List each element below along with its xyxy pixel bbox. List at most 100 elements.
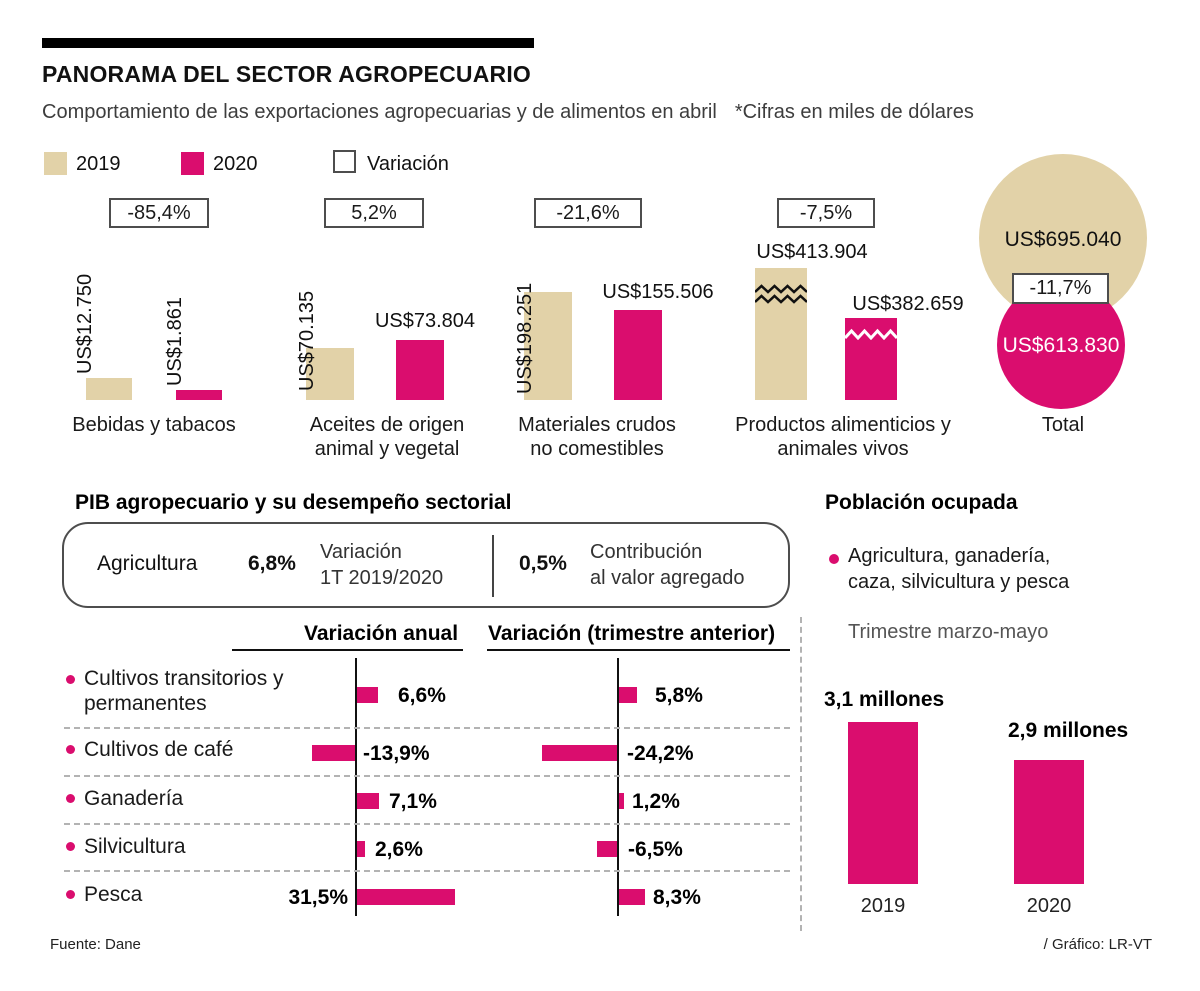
bar-2020-productos — [845, 318, 897, 400]
pib-axis-quarter — [617, 658, 619, 916]
pib-highlight-value-2: 0,5% — [519, 552, 567, 575]
row-divider — [64, 727, 790, 729]
units-note: *Cifras en miles de dólares — [734, 101, 974, 123]
bullet-icon — [829, 554, 839, 564]
population-year-2019: 2019 — [860, 895, 906, 917]
section-divider — [800, 617, 802, 931]
bullet-icon — [66, 842, 75, 851]
bar-2019-productos — [755, 268, 807, 400]
pib-bar-quarter-ganaderia — [619, 793, 624, 809]
legend-swatch-variation — [333, 150, 356, 173]
legend-label-variation: Variación — [367, 153, 449, 175]
legend-label-2020: 2020 — [213, 153, 258, 175]
row-divider — [64, 870, 790, 872]
pib-highlight-desc-1: Variación 1T 2019/2020 — [320, 541, 444, 589]
graphic-credit: / Gráfico: LR-VT — [1043, 936, 1152, 953]
pib-row-label-silvicultura: Silvicultura — [84, 835, 186, 858]
legend-swatch-2019 — [44, 152, 67, 175]
pib-axis-annual — [355, 658, 357, 916]
pib-highlight-desc-2: Contribución al valor agregado — [590, 541, 745, 589]
pib-value-annual-cafe: -13,9% — [363, 742, 430, 765]
bullet-icon — [66, 890, 75, 899]
pib-highlight-divider — [492, 535, 494, 597]
total-value-2019: US$695.040 — [1004, 228, 1122, 251]
pib-bar-annual-cultivos-transitorios — [357, 687, 378, 703]
pib-col-header-annual: Variación anual — [304, 622, 459, 645]
pib-value-annual-silvicultura: 2,6% — [375, 838, 423, 861]
category-label-bebidas: Bebidas y tabacos — [72, 414, 236, 436]
pib-bar-quarter-silvicultura — [597, 841, 617, 857]
pib-row-label-pesca: Pesca — [84, 883, 143, 906]
row-divider — [64, 823, 790, 825]
variation-box-productos: -7,5% — [777, 198, 875, 228]
pib-value-annual-pesca: 31,5% — [288, 886, 348, 909]
pib-value-quarter-pesca: 8,3% — [653, 886, 701, 909]
value-2019-bebidas: US$12.750 — [74, 273, 96, 374]
pib-bar-annual-cafe — [312, 745, 355, 761]
pib-row-label-cultivos-transitorios: Cultivos transitorios y permanentes — [84, 667, 284, 715]
bullet-icon — [66, 675, 75, 684]
category-label-total: Total — [1041, 414, 1085, 436]
pib-bar-quarter-cultivos-transitorios — [619, 687, 637, 703]
axis-break-zigzag-icon — [845, 328, 897, 340]
population-section-title: Población ocupada — [825, 491, 1018, 514]
pib-bar-quarter-cafe — [542, 745, 617, 761]
source-credit: Fuente: Dane — [50, 936, 141, 953]
population-value-2020: 2,9 millones — [1008, 719, 1129, 742]
axis-break-zigzag-icon — [755, 284, 807, 304]
page-title: PANORAMA DEL SECTOR AGROPECUARIO — [42, 61, 532, 87]
pib-col-header-annual-rule — [232, 649, 463, 651]
pib-highlight-box: Agricultura 6,8% Variación 1T 2019/2020 … — [62, 522, 790, 608]
bar-2020-aceites — [396, 340, 444, 400]
total-value-2020: US$613.830 — [1002, 334, 1120, 357]
population-legend: Agricultura, ganadería, caza, silvicultu… — [848, 545, 1070, 593]
pib-row-label-ganaderia: Ganadería — [84, 787, 184, 810]
variation-box-aceites: 5,2% — [324, 198, 424, 228]
legend-swatch-2020 — [181, 152, 204, 175]
pib-col-header-quarter-rule — [487, 649, 790, 651]
pib-value-annual-ganaderia: 7,1% — [389, 790, 437, 813]
pib-value-quarter-ganaderia: 1,2% — [632, 790, 680, 813]
pib-highlight-sector: Agricultura — [97, 552, 198, 575]
bullet-icon — [66, 794, 75, 803]
bar-2020-materiales — [614, 310, 662, 400]
subtitle: Comportamiento de las exportaciones agro… — [42, 101, 717, 123]
subtitle-row: Comportamiento de las exportaciones agro… — [42, 101, 974, 124]
pib-value-quarter-silvicultura: -6,5% — [628, 838, 683, 861]
value-2019-productos: US$413.904 — [756, 241, 868, 263]
value-2020-bebidas: US$1.861 — [164, 297, 186, 386]
pib-bar-annual-ganaderia — [357, 793, 379, 809]
bar-2020-bebidas — [176, 390, 222, 400]
bullet-icon — [66, 745, 75, 754]
total-variation-box: -11,7% — [1012, 273, 1109, 304]
pib-bar-annual-pesca — [357, 889, 455, 905]
value-2019-aceites: US$70.135 — [296, 290, 318, 391]
pib-value-quarter-cultivos-transitorios: 5,8% — [655, 684, 703, 707]
pib-col-header-quarter: Variación (trimestre anterior) — [488, 622, 776, 645]
value-2019-materiales: US$198.251 — [514, 282, 536, 394]
population-year-2020: 2020 — [1026, 895, 1072, 917]
value-2020-productos: US$382.659 — [852, 293, 964, 315]
pib-bar-quarter-pesca — [619, 889, 645, 905]
bar-2019-bebidas — [86, 378, 132, 400]
pib-value-annual-cultivos-transitorios: 6,6% — [398, 684, 446, 707]
pib-value-quarter-cafe: -24,2% — [627, 742, 694, 765]
bar-2019-materiales — [524, 292, 572, 400]
population-period: Trimestre marzo-mayo — [848, 621, 1049, 643]
population-bar-2019 — [848, 722, 918, 884]
value-2020-materiales: US$155.506 — [602, 281, 714, 303]
category-label-aceites: Aceites de origen animal y vegetal — [309, 414, 465, 460]
population-bar-2020 — [1014, 760, 1084, 884]
pib-highlight-value-1: 6,8% — [248, 552, 296, 575]
pib-bar-annual-silvicultura — [357, 841, 365, 857]
population-value-2019: 3,1 millones — [824, 688, 945, 711]
row-divider — [64, 775, 790, 777]
category-label-materiales: Materiales crudos no comestibles — [518, 414, 676, 460]
pib-row-label-cafe: Cultivos de café — [84, 738, 234, 761]
value-2020-aceites: US$73.804 — [374, 310, 476, 332]
legend-label-2019: 2019 — [76, 153, 121, 175]
header-rule — [42, 38, 534, 48]
category-label-productos: Productos alimenticios y animales vivos — [735, 414, 951, 460]
variation-box-materiales: -21,6% — [534, 198, 642, 228]
